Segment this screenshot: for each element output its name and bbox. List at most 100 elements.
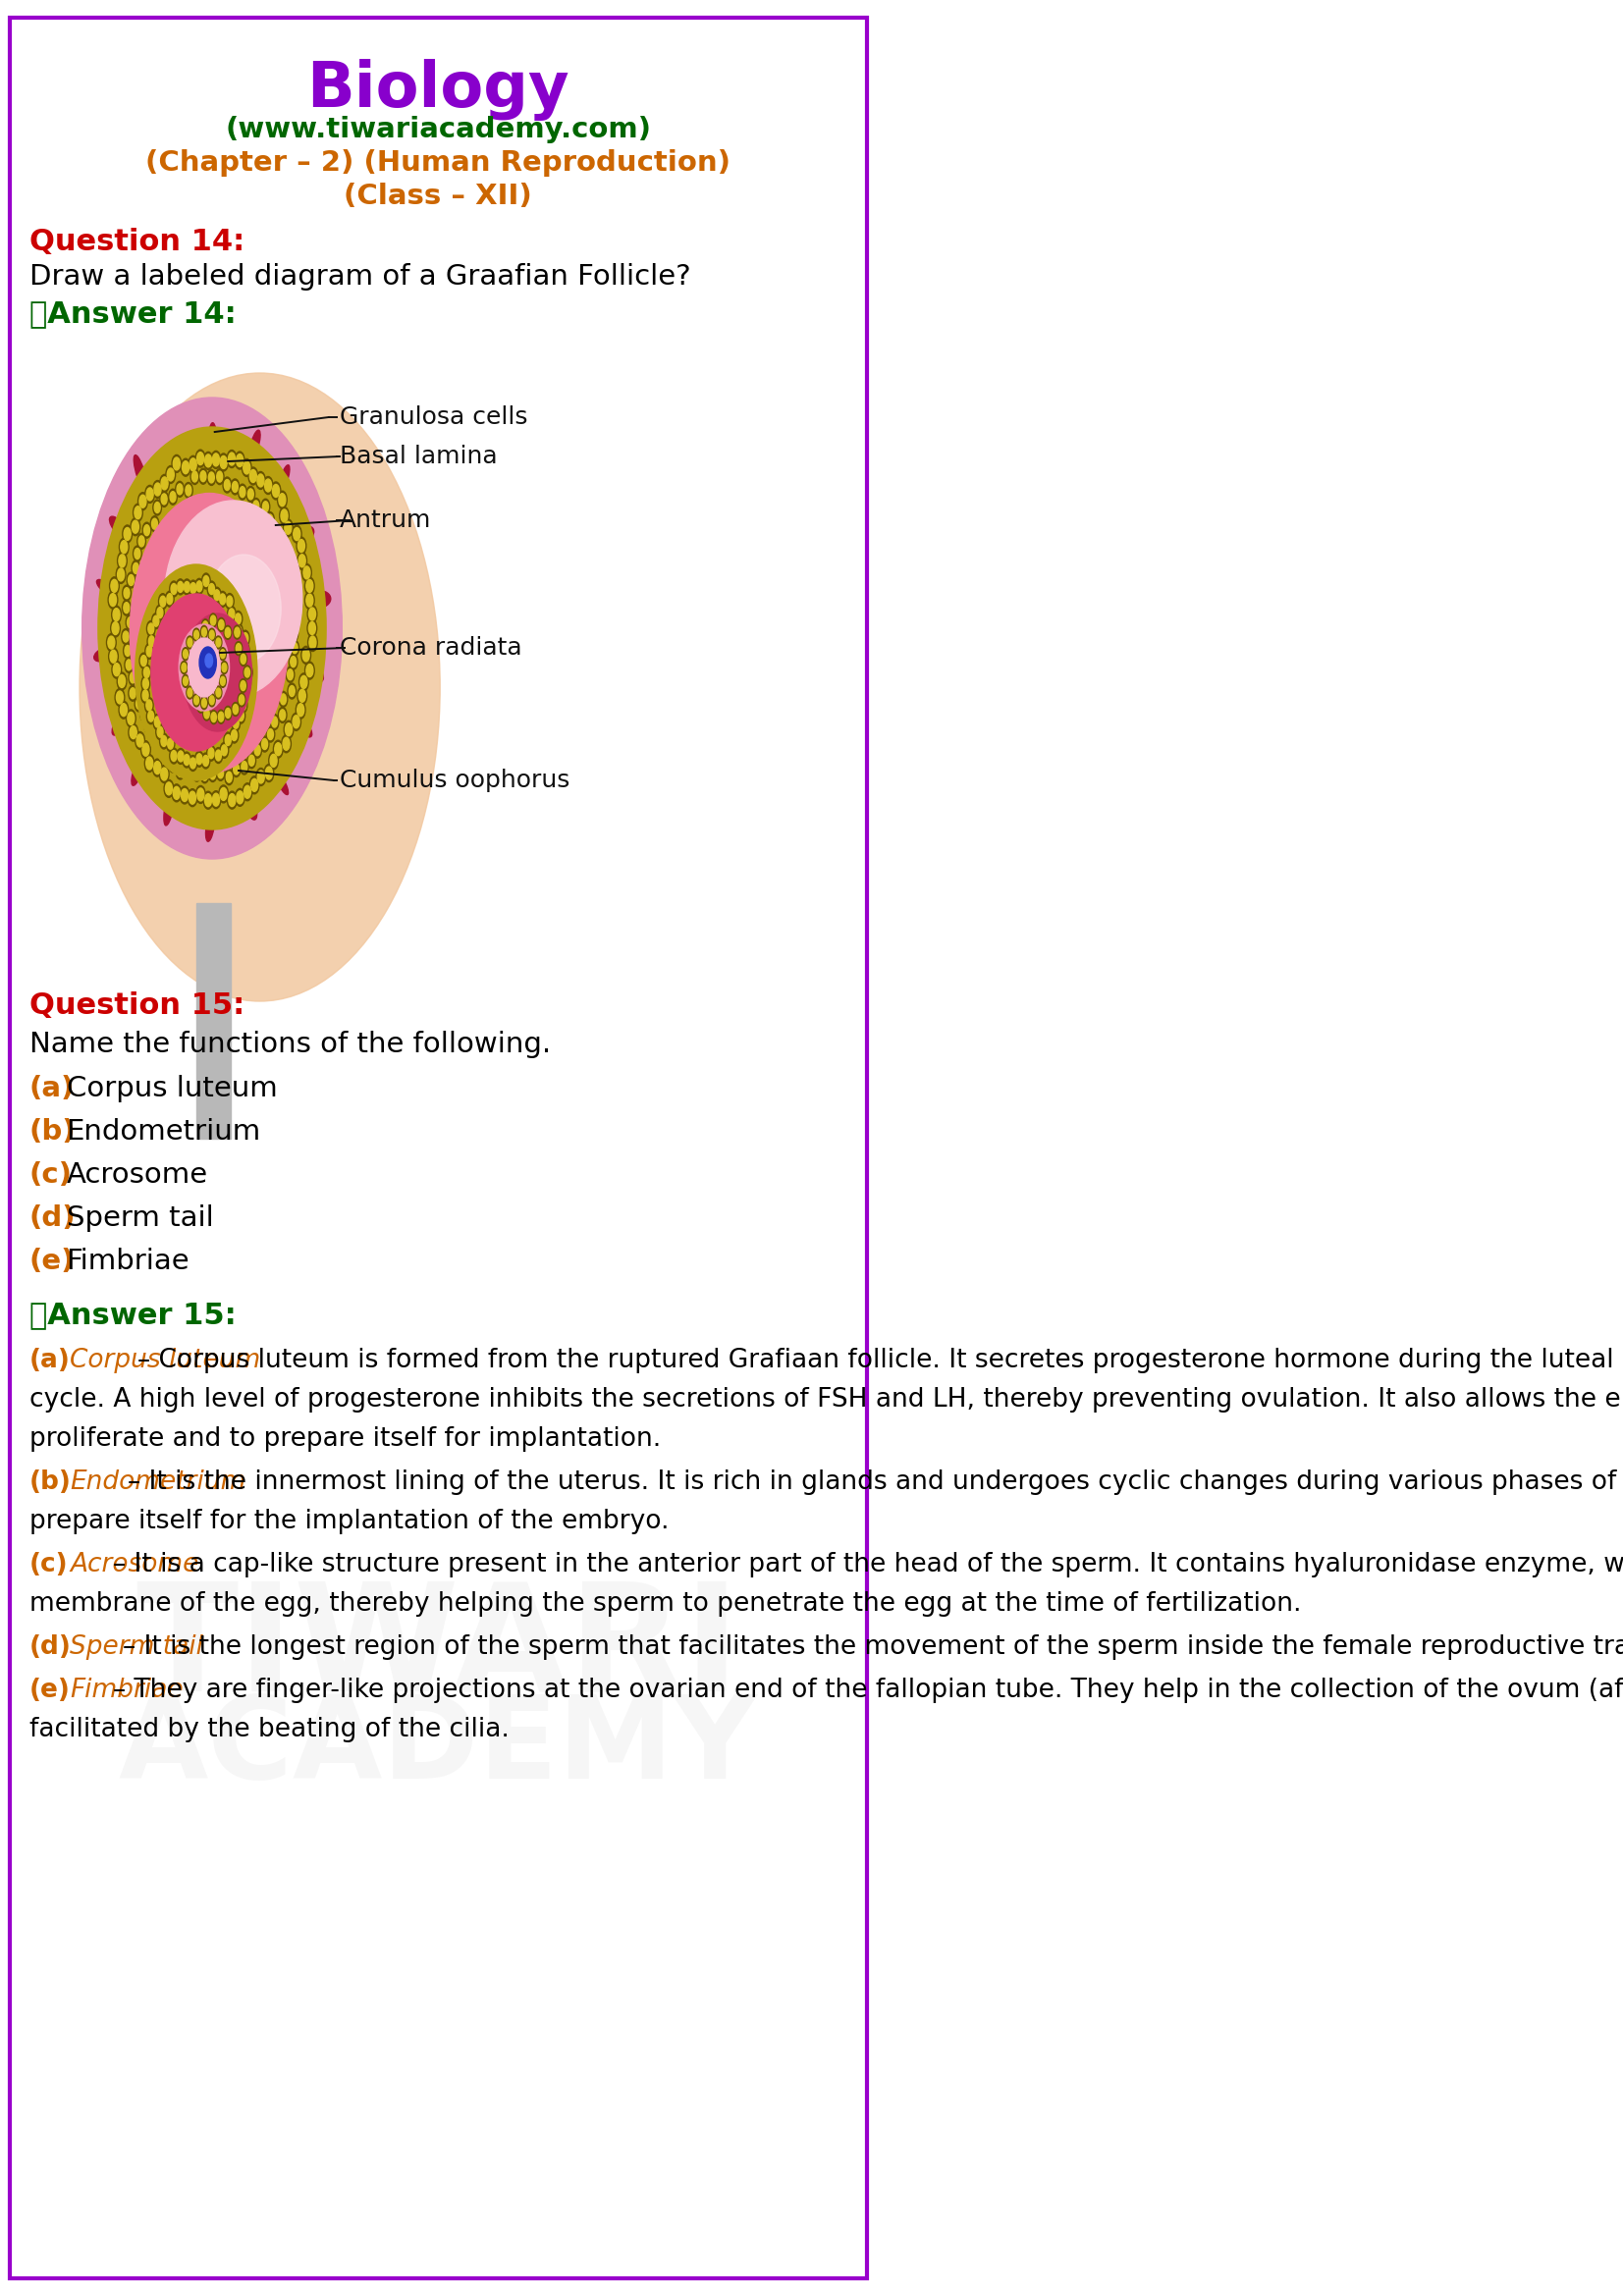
Circle shape xyxy=(161,478,167,489)
Circle shape xyxy=(164,781,174,797)
Circle shape xyxy=(187,687,193,698)
Circle shape xyxy=(299,673,308,691)
Circle shape xyxy=(276,537,282,549)
Circle shape xyxy=(107,634,117,652)
Circle shape xyxy=(234,625,243,638)
Text: (Class – XII): (Class – XII) xyxy=(344,184,532,209)
Text: (a): (a) xyxy=(29,1075,75,1102)
Circle shape xyxy=(117,565,125,583)
Circle shape xyxy=(216,468,224,484)
Circle shape xyxy=(232,762,240,776)
Circle shape xyxy=(193,643,198,652)
Circle shape xyxy=(159,475,169,491)
Circle shape xyxy=(196,753,203,765)
Circle shape xyxy=(307,664,313,677)
Circle shape xyxy=(127,659,131,670)
Circle shape xyxy=(115,689,125,707)
Circle shape xyxy=(131,560,140,576)
Circle shape xyxy=(208,748,214,758)
Circle shape xyxy=(141,687,149,703)
Circle shape xyxy=(138,494,148,510)
Circle shape xyxy=(221,661,227,675)
Circle shape xyxy=(211,615,216,625)
Circle shape xyxy=(291,613,299,629)
Circle shape xyxy=(193,767,201,781)
Circle shape xyxy=(208,767,217,783)
Circle shape xyxy=(256,473,265,487)
Circle shape xyxy=(237,792,243,804)
Circle shape xyxy=(235,452,245,468)
Circle shape xyxy=(299,689,305,703)
Circle shape xyxy=(308,634,318,652)
Circle shape xyxy=(286,666,294,682)
FancyBboxPatch shape xyxy=(10,18,867,2278)
Circle shape xyxy=(308,622,315,634)
Circle shape xyxy=(172,455,182,473)
Circle shape xyxy=(255,744,260,755)
Circle shape xyxy=(174,788,180,799)
Circle shape xyxy=(208,471,216,484)
Circle shape xyxy=(127,615,135,631)
Circle shape xyxy=(180,459,190,475)
Text: Acrosome: Acrosome xyxy=(67,1162,208,1189)
Circle shape xyxy=(156,604,164,620)
Circle shape xyxy=(187,652,195,666)
Circle shape xyxy=(128,712,135,726)
Circle shape xyxy=(175,482,183,496)
Circle shape xyxy=(151,519,157,530)
Circle shape xyxy=(292,615,297,625)
Circle shape xyxy=(166,466,175,484)
Circle shape xyxy=(130,519,140,535)
Circle shape xyxy=(156,737,166,753)
Circle shape xyxy=(125,657,133,673)
Ellipse shape xyxy=(97,427,326,829)
Circle shape xyxy=(138,535,144,546)
Circle shape xyxy=(190,459,196,471)
Text: facilitated by the beating of the cilia.: facilitated by the beating of the cilia. xyxy=(29,1717,510,1743)
Ellipse shape xyxy=(133,455,146,489)
Circle shape xyxy=(203,707,211,721)
Circle shape xyxy=(201,698,206,707)
Circle shape xyxy=(253,501,260,512)
Circle shape xyxy=(227,597,232,606)
Circle shape xyxy=(232,482,239,491)
Circle shape xyxy=(227,792,237,808)
Circle shape xyxy=(188,654,193,664)
Circle shape xyxy=(269,751,278,769)
Circle shape xyxy=(239,693,245,707)
Text: Basal lamina: Basal lamina xyxy=(339,445,497,468)
Circle shape xyxy=(240,687,248,703)
Circle shape xyxy=(252,778,258,792)
Circle shape xyxy=(271,716,278,728)
Circle shape xyxy=(266,512,274,528)
Text: – It is a cap-like structure present in the anterior part of the head of the spe: – It is a cap-like structure present in … xyxy=(112,1552,1623,1577)
Circle shape xyxy=(209,696,214,705)
Circle shape xyxy=(219,712,224,721)
Circle shape xyxy=(221,742,229,758)
Circle shape xyxy=(292,643,297,654)
Circle shape xyxy=(144,643,154,659)
Circle shape xyxy=(279,709,286,721)
Circle shape xyxy=(260,737,269,753)
Circle shape xyxy=(143,677,149,689)
Circle shape xyxy=(297,703,304,716)
Circle shape xyxy=(284,519,292,537)
Text: – It is the innermost lining of the uterus. It is rich in glands and undergoes c: – It is the innermost lining of the uter… xyxy=(128,1469,1623,1495)
Circle shape xyxy=(118,556,125,567)
Circle shape xyxy=(144,719,153,735)
Circle shape xyxy=(196,452,204,464)
Ellipse shape xyxy=(164,501,302,698)
Circle shape xyxy=(281,735,291,753)
Circle shape xyxy=(128,723,138,742)
Circle shape xyxy=(130,726,136,739)
Circle shape xyxy=(161,597,166,606)
Text: Biology: Biology xyxy=(307,60,570,122)
Circle shape xyxy=(211,790,221,808)
Text: (c): (c) xyxy=(29,1552,68,1577)
Circle shape xyxy=(196,631,204,645)
Circle shape xyxy=(169,489,177,505)
Circle shape xyxy=(109,576,118,595)
Ellipse shape xyxy=(308,590,331,608)
Circle shape xyxy=(170,491,175,503)
Circle shape xyxy=(242,634,248,643)
